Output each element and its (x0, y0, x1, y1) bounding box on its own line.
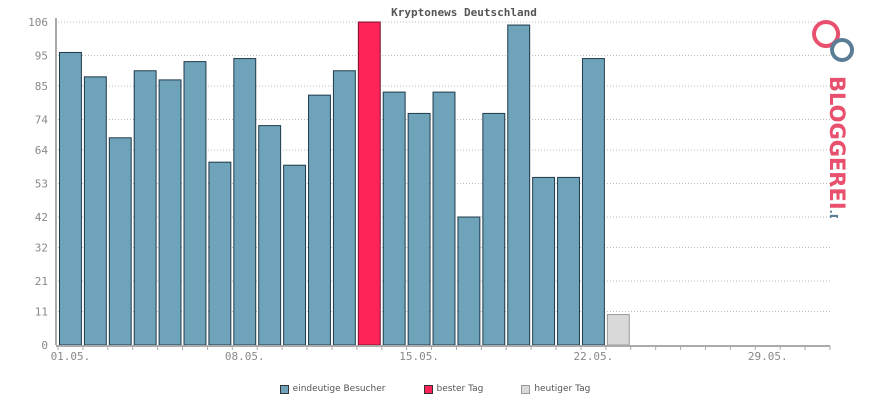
legend-swatch-visitors (279, 384, 289, 394)
y-tick-label: 74 (35, 114, 49, 127)
legend-item-best: bester Tag (423, 384, 484, 394)
bar (432, 91, 456, 346)
logo-text: BLOGGEREI.DE (825, 76, 849, 218)
bar (208, 161, 232, 346)
y-tick-label: 85 (35, 80, 48, 93)
bar (183, 61, 207, 346)
bar (457, 216, 481, 346)
y-tick-label: 11 (35, 305, 48, 318)
legend-swatch-today (521, 384, 531, 394)
bar (581, 58, 605, 346)
bar (59, 51, 82, 346)
bar (382, 91, 406, 346)
chart-title: Kryptonews Deutschland (391, 6, 537, 19)
x-tick-label: 22.05. (574, 350, 614, 363)
legend-swatch-best (423, 384, 433, 394)
bar (83, 76, 107, 346)
bloggerei-logo: BLOGGEREI.DE (812, 18, 866, 230)
bar (258, 125, 282, 346)
bar (557, 176, 580, 346)
legend-label-best: bester Tag (436, 384, 484, 394)
bar (482, 112, 506, 346)
bar-best-day (357, 21, 381, 346)
bar (283, 164, 307, 346)
y-tick-labels: 0 11 21 32 42 53 64 74 85 95 106 (28, 16, 48, 352)
y-tick-label: 95 (35, 50, 48, 63)
bar (133, 70, 157, 346)
bar (407, 112, 431, 346)
y-tick-label: 64 (35, 144, 49, 157)
bar (507, 24, 531, 346)
bar (108, 137, 132, 346)
x-tick-label: 08.05. (225, 350, 265, 363)
legend: eindeutige Besucher bester Tag heutiger … (0, 384, 870, 394)
y-tick-label: 21 (35, 275, 48, 288)
bar (308, 94, 331, 346)
x-tick-label: 01.05. (51, 350, 91, 363)
y-tick-label: 53 (35, 178, 48, 191)
bar (332, 70, 356, 346)
bar (158, 79, 182, 346)
bar (532, 176, 556, 346)
bars (59, 21, 630, 346)
bar-today (606, 314, 630, 346)
axes (55, 18, 831, 350)
x-tick-labels: 01.05. 08.05. 15.05. 22.05. 29.05. (51, 350, 788, 363)
logo-mark-icon (812, 20, 855, 62)
legend-label-visitors: eindeutige Besucher (292, 384, 386, 394)
x-tick-label: 15.05. (399, 350, 439, 363)
y-tick-label: 42 (35, 211, 48, 224)
y-tick-label: 32 (35, 241, 48, 254)
y-tick-label: 106 (28, 16, 48, 29)
legend-item-visitors: eindeutige Besucher (279, 384, 386, 394)
bar (233, 58, 257, 346)
x-tick-label: 29.05. (748, 350, 788, 363)
y-tick-label: 0 (41, 339, 48, 352)
legend-label-today: heutiger Tag (534, 384, 591, 394)
legend-item-today: heutiger Tag (521, 384, 590, 394)
